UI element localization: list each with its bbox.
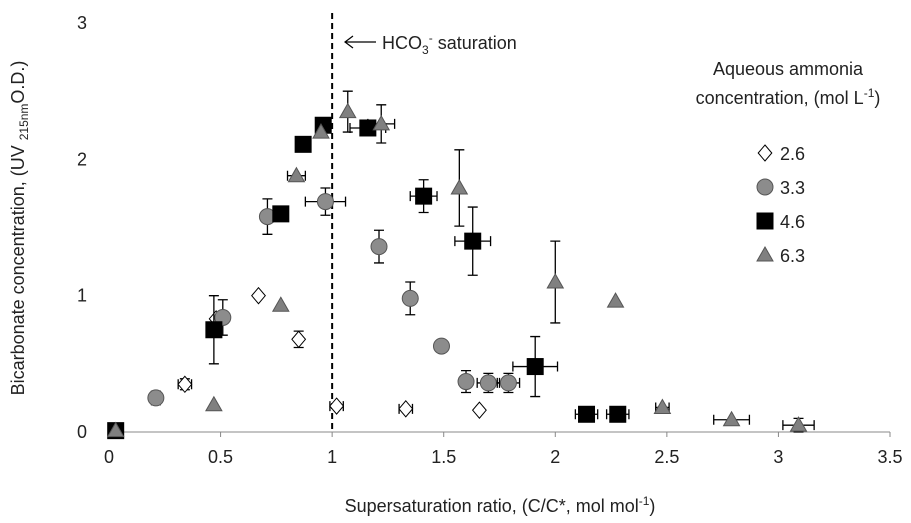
- y-label-text: Bicarbonate concentration, (UV: [8, 140, 28, 395]
- x-tick-label: 1.5: [431, 447, 456, 467]
- x-tick-label: 2.5: [654, 447, 679, 467]
- annotation-text: saturation: [433, 33, 517, 53]
- x-tick-label: 3: [773, 447, 783, 467]
- point: [578, 405, 596, 423]
- legend-title-text: ): [874, 88, 880, 108]
- point: [653, 398, 672, 414]
- y-label-sub: 215nm: [17, 104, 31, 141]
- x-axis-label: Supersaturation ratio, (C/C*, mol mol-1): [345, 494, 656, 516]
- legend-marker: [756, 178, 774, 196]
- legend-title: concentration, (mol L-1): [696, 86, 881, 108]
- annotation: HCO3- saturation: [382, 31, 517, 57]
- point: [450, 178, 469, 195]
- legend-marker: [757, 144, 773, 162]
- x-label-text: ): [649, 496, 655, 516]
- point: [432, 337, 450, 355]
- arrow-head: [344, 35, 354, 49]
- y-tick-label: 1: [77, 286, 87, 306]
- point: [272, 205, 290, 223]
- point: [457, 373, 475, 391]
- point: [606, 292, 625, 308]
- point: [271, 296, 290, 312]
- x-tick-label: 3.5: [877, 447, 902, 467]
- point: [316, 193, 334, 211]
- x-tick-label: 2: [550, 447, 560, 467]
- point: [401, 289, 419, 307]
- y-axis-label: Bicarbonate concentration, (UV 215nmO.D.…: [8, 61, 31, 396]
- x-label-sup: -1: [639, 494, 650, 508]
- legend-title: Aqueous ammonia: [713, 59, 864, 79]
- x-tick-label: 0: [104, 447, 114, 467]
- legend-title-text: concentration, (mol L: [696, 88, 864, 108]
- point: [370, 238, 388, 256]
- legend-label: 6.3: [780, 246, 805, 266]
- legend-marker: [756, 245, 774, 262]
- y-tick-label: 3: [77, 13, 87, 33]
- point: [479, 374, 497, 392]
- point: [338, 102, 357, 119]
- legend-label: 3.3: [780, 178, 805, 198]
- point: [294, 135, 312, 153]
- point: [546, 273, 565, 289]
- point: [526, 358, 544, 376]
- point: [471, 401, 487, 419]
- point: [312, 123, 330, 139]
- point: [251, 286, 266, 305]
- point: [464, 232, 482, 250]
- point: [205, 321, 223, 339]
- x-label-text: Supersaturation ratio, (C/C*, mol mol: [345, 496, 639, 516]
- point: [415, 187, 433, 205]
- point: [106, 421, 125, 438]
- y-tick-label: 2: [77, 149, 87, 169]
- annotation-text: HCO: [382, 33, 422, 53]
- point: [177, 375, 193, 394]
- annotation-sub: 3: [422, 43, 429, 57]
- point: [291, 330, 307, 349]
- point: [722, 410, 741, 427]
- legend-label: 4.6: [780, 212, 805, 232]
- y-label-text: O.D.): [8, 61, 28, 104]
- legend-label: 2.6: [780, 144, 805, 164]
- point: [789, 416, 808, 432]
- x-tick-label: 0.5: [208, 447, 233, 467]
- x-tick-label: 1: [327, 447, 337, 467]
- point: [147, 389, 165, 407]
- point: [287, 166, 306, 183]
- point: [372, 114, 391, 131]
- point: [609, 405, 627, 423]
- point: [499, 374, 517, 392]
- point: [329, 397, 345, 415]
- point: [205, 395, 223, 412]
- legend-marker: [756, 212, 774, 230]
- point: [398, 400, 414, 418]
- legend-title-sup: -1: [864, 86, 875, 100]
- annotation-sup: -: [429, 31, 433, 45]
- y-tick-label: 0: [77, 422, 87, 442]
